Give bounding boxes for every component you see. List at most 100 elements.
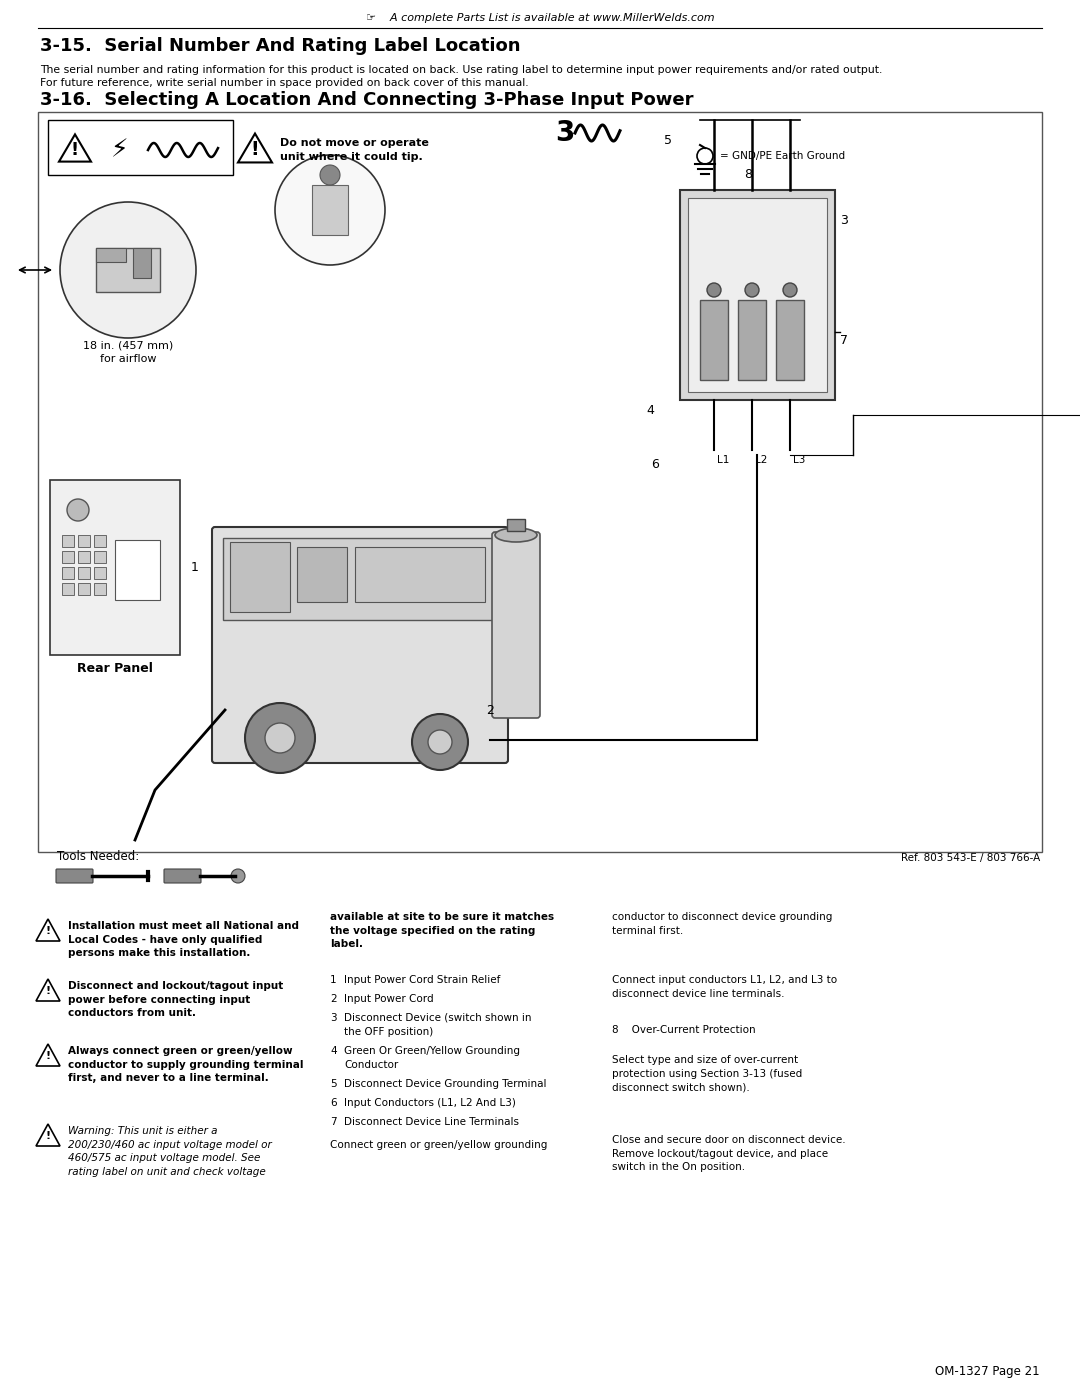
Text: ☞    A complete Parts List is available at www.MillerWelds.com: ☞ A complete Parts List is available at … (366, 13, 714, 22)
Circle shape (265, 724, 295, 753)
Bar (94, 567, 106, 578)
Text: 8: 8 (744, 169, 752, 182)
Text: conductor to disconnect device grounding
terminal first.: conductor to disconnect device grounding… (612, 912, 833, 936)
Text: !: ! (45, 986, 51, 996)
Bar (48, 120, 233, 175)
Bar (507, 520, 525, 531)
Text: 4: 4 (330, 1046, 337, 1056)
FancyBboxPatch shape (492, 532, 540, 718)
Text: Connect input conductors L1, L2, and L3 to
disconnect device line terminals.: Connect input conductors L1, L2, and L3 … (612, 975, 837, 999)
Text: 3-16.  Selecting A Location And Connecting 3-Phase Input Power: 3-16. Selecting A Location And Connectin… (40, 91, 693, 109)
Text: Connect green or green/yellow grounding: Connect green or green/yellow grounding (330, 1140, 548, 1150)
Bar (38, 112, 1042, 852)
Text: OM-1327 Page 21: OM-1327 Page 21 (935, 1365, 1040, 1379)
Text: Rear Panel: Rear Panel (77, 662, 153, 676)
Text: 8    Over-Current Protection: 8 Over-Current Protection (612, 1025, 756, 1035)
Text: = GND/PE Earth Ground: = GND/PE Earth Ground (720, 151, 846, 161)
Text: 3: 3 (330, 1013, 337, 1023)
Bar (312, 184, 348, 235)
Text: 6: 6 (330, 1098, 337, 1108)
Text: Disconnect Device (switch shown in
the OFF position): Disconnect Device (switch shown in the O… (345, 1013, 531, 1037)
Text: !: ! (71, 141, 79, 159)
Text: Green Or Green/Yellow Grounding
Conductor: Green Or Green/Yellow Grounding Conducto… (345, 1046, 519, 1070)
Text: !: ! (45, 926, 51, 936)
Polygon shape (36, 979, 60, 1002)
Text: L3: L3 (793, 455, 806, 465)
Text: Select type and size of over-current
protection using Section 3-13 (fused
discon: Select type and size of over-current pro… (612, 1055, 802, 1092)
Circle shape (783, 284, 797, 298)
Circle shape (60, 203, 195, 338)
Text: 3: 3 (555, 119, 575, 147)
Text: 7: 7 (330, 1118, 337, 1127)
Text: Input Power Cord Strain Relief: Input Power Cord Strain Relief (345, 975, 500, 985)
Bar (62, 535, 75, 548)
Polygon shape (36, 1044, 60, 1066)
Text: The serial number and rating information for this product is located on back. Us: The serial number and rating information… (40, 66, 882, 75)
Text: Disconnect Device Line Terminals: Disconnect Device Line Terminals (345, 1118, 519, 1127)
FancyBboxPatch shape (164, 869, 201, 883)
Text: Close and secure door on disconnect device.
Remove lockout/tagout device, and pl: Close and secure door on disconnect devi… (612, 1134, 846, 1172)
Bar (96, 249, 126, 263)
Circle shape (745, 284, 759, 298)
Text: 3: 3 (840, 214, 848, 226)
Text: Always connect green or green/yellow
conductor to supply grounding terminal
firs: Always connect green or green/yellow con… (68, 1046, 303, 1083)
Circle shape (320, 165, 340, 184)
Text: Do not move or operate
unit where it could tip.: Do not move or operate unit where it cou… (280, 138, 429, 162)
Text: Disconnect Device Grounding Terminal: Disconnect Device Grounding Terminal (345, 1078, 546, 1090)
Circle shape (707, 284, 721, 298)
Text: !: ! (45, 1051, 51, 1060)
Text: available at site to be sure it matches
the voltage specified on the rating
labe: available at site to be sure it matches … (330, 912, 554, 949)
Text: 3-15.  Serial Number And Rating Label Location: 3-15. Serial Number And Rating Label Loc… (40, 36, 521, 54)
Polygon shape (36, 1125, 60, 1146)
Polygon shape (238, 134, 272, 162)
FancyBboxPatch shape (56, 869, 93, 883)
Text: ⚡: ⚡ (111, 138, 129, 162)
Circle shape (245, 703, 315, 773)
Bar (688, 198, 827, 393)
Circle shape (411, 714, 468, 770)
Bar (230, 542, 291, 612)
Text: Tools Needed:: Tools Needed: (57, 849, 139, 862)
Text: 6: 6 (651, 458, 659, 472)
Text: Ref. 803 543-E / 803 766-A: Ref. 803 543-E / 803 766-A (901, 854, 1040, 863)
Text: 5: 5 (330, 1078, 337, 1090)
Bar (680, 190, 835, 400)
Text: !: ! (251, 140, 259, 159)
Bar (355, 548, 485, 602)
Bar (94, 535, 106, 548)
Circle shape (275, 155, 384, 265)
Text: 1: 1 (191, 562, 199, 574)
Text: For future reference, write serial number in space provided on back cover of thi: For future reference, write serial numbe… (40, 78, 528, 88)
Bar (297, 548, 347, 602)
Bar (700, 300, 728, 380)
Text: L1: L1 (717, 455, 729, 465)
Bar (94, 550, 106, 563)
Bar (777, 300, 804, 380)
Bar (78, 583, 90, 595)
Polygon shape (36, 919, 60, 942)
Text: L2: L2 (755, 455, 768, 465)
Bar (62, 583, 75, 595)
Circle shape (428, 731, 453, 754)
Bar (133, 249, 151, 278)
Ellipse shape (495, 528, 537, 542)
Text: 18 in. (457 mm)
for airflow: 18 in. (457 mm) for airflow (83, 339, 173, 365)
Text: 1: 1 (330, 975, 337, 985)
Text: Disconnect and lockout/tagout input
power before connecting input
conductors fro: Disconnect and lockout/tagout input powe… (68, 981, 283, 1018)
Bar (78, 550, 90, 563)
Text: Warning: This unit is either a
200/230/460 ac input voltage model or
460/575 ac : Warning: This unit is either a 200/230/4… (68, 1126, 272, 1176)
FancyBboxPatch shape (212, 527, 508, 763)
Bar (50, 481, 180, 655)
Bar (222, 538, 497, 620)
Bar (94, 583, 106, 595)
Text: Input Conductors (L1, L2 And L3): Input Conductors (L1, L2 And L3) (345, 1098, 516, 1108)
Polygon shape (59, 134, 91, 162)
Text: 2: 2 (330, 995, 337, 1004)
Bar (78, 567, 90, 578)
Bar (738, 300, 766, 380)
Circle shape (67, 499, 89, 521)
Bar (62, 567, 75, 578)
Ellipse shape (231, 869, 245, 883)
Text: Input Power Cord: Input Power Cord (345, 995, 434, 1004)
Bar (96, 249, 160, 292)
